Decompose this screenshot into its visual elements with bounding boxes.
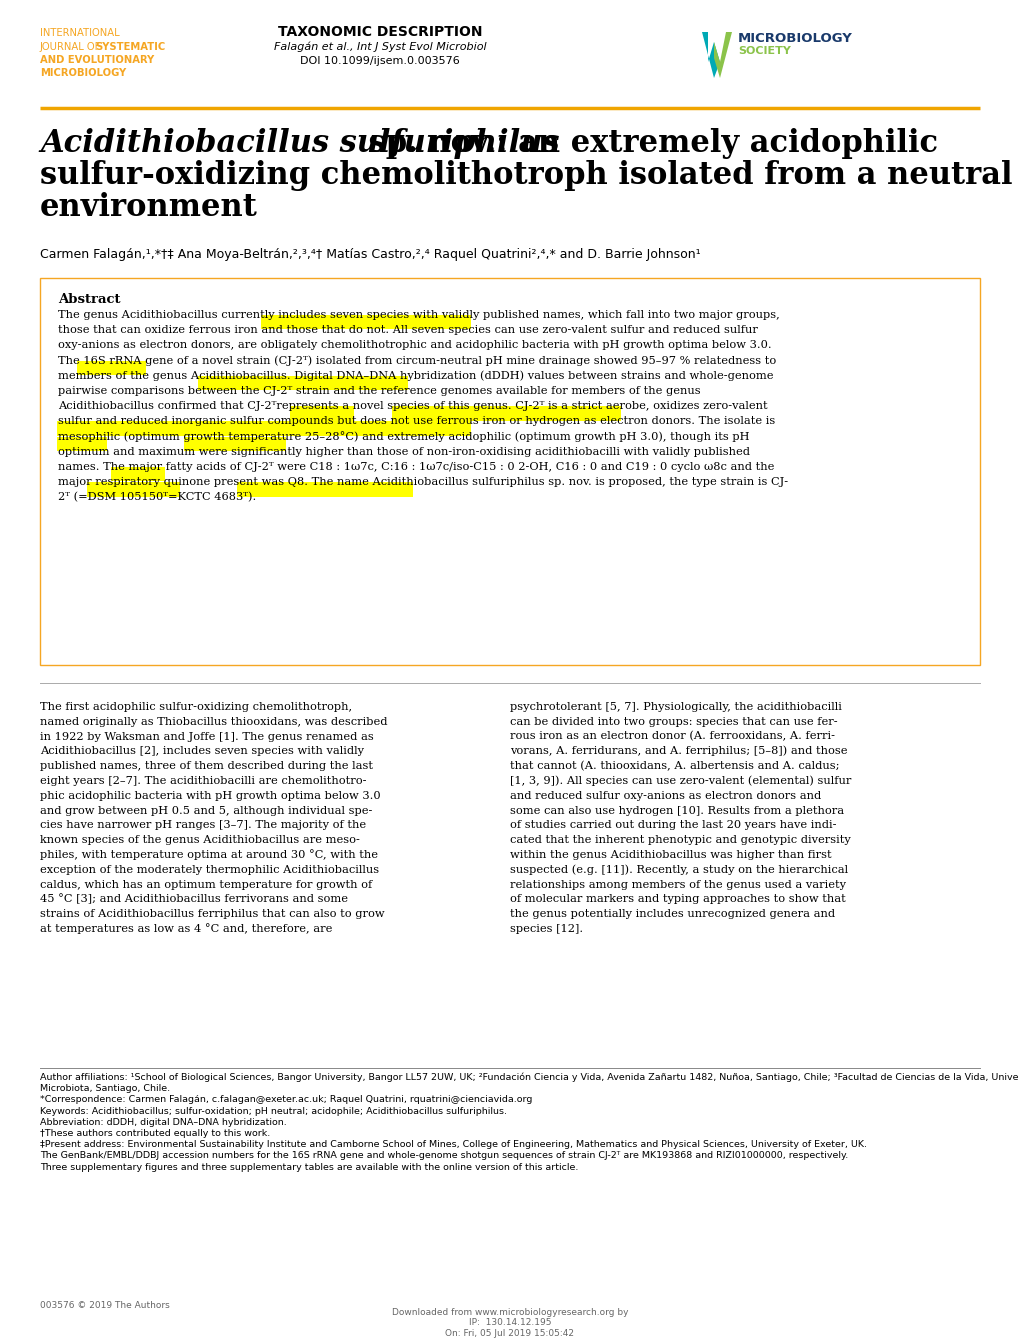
Text: Acidithiobacillus confirmed that CJ-2ᵀrepresents a novel species of this genus. : Acidithiobacillus confirmed that CJ-2ᵀre… — [58, 401, 767, 411]
Text: SOCIETY: SOCIETY — [738, 46, 790, 56]
Text: Three supplementary figures and three supplementary tables are available with th: Three supplementary figures and three su… — [40, 1163, 578, 1171]
Text: major respiratory quinone present was Q8. The name Acidithiobacillus sulfuriphil: major respiratory quinone present was Q8… — [58, 477, 788, 488]
FancyBboxPatch shape — [111, 468, 165, 481]
Text: known species of the genus Acidithiobacillus are meso-: known species of the genus Acidithiobaci… — [40, 835, 360, 846]
Text: MICROBIOLOGY: MICROBIOLOGY — [40, 68, 126, 79]
Text: names. The major fatty acids of CJ-2ᵀ were C18 : 1ω7c, C:16 : 1ω7c/iso-C15 : 0 2: names. The major fatty acids of CJ-2ᵀ we… — [58, 462, 773, 472]
Text: of studies carried out during the last 20 years have indi-: of studies carried out during the last 2… — [510, 820, 836, 831]
Text: mesophilic (optimum growth temperature 25–28°C) and extremely acidophilic (optim: mesophilic (optimum growth temperature 2… — [58, 430, 749, 442]
Text: eight years [2–7]. The acidithiobacilli are chemolithotro-: eight years [2–7]. The acidithiobacilli … — [40, 776, 366, 787]
Text: of molecular markers and typing approaches to show that: of molecular markers and typing approach… — [510, 894, 845, 905]
Text: Keywords: Acidithiobacillus; sulfur-oxidation; pH neutral; acidophile; Acidithio: Keywords: Acidithiobacillus; sulfur-oxid… — [40, 1107, 506, 1116]
Text: The genus Acidithiobacillus currently includes seven species with validly publis: The genus Acidithiobacillus currently in… — [58, 310, 779, 320]
Text: Author affiliations: ¹School of Biological Sciences, Bangor University, Bangor L: Author affiliations: ¹School of Biologic… — [40, 1072, 1019, 1081]
Text: at temperatures as low as 4 °C and, therefore, are: at temperatures as low as 4 °C and, ther… — [40, 923, 332, 934]
Text: suspected (e.g. [11]). Recently, a study on the hierarchical: suspected (e.g. [11]). Recently, a study… — [510, 864, 847, 875]
Text: cies have narrower pH ranges [3–7]. The majority of the: cies have narrower pH ranges [3–7]. The … — [40, 820, 366, 831]
Text: within the genus Acidithiobacillus was higher than first: within the genus Acidithiobacillus was h… — [510, 850, 830, 860]
Polygon shape — [701, 32, 719, 78]
FancyBboxPatch shape — [57, 422, 471, 436]
Text: Abbreviation: dDDH, digital DNA–DNA hybridization.: Abbreviation: dDDH, digital DNA–DNA hybr… — [40, 1118, 286, 1127]
Text: cated that the inherent phenotypic and genotypic diversity: cated that the inherent phenotypic and g… — [510, 835, 850, 846]
Text: in 1922 by Waksman and Joffe [1]. The genus renamed as: in 1922 by Waksman and Joffe [1]. The ge… — [40, 732, 373, 741]
Text: Downloaded from www.microbiologyresearch.org by
IP:  130.14.12.195
On: Fri, 05 J: Downloaded from www.microbiologyresearch… — [391, 1308, 628, 1337]
Text: the genus potentially includes unrecognized genera and: the genus potentially includes unrecogni… — [510, 910, 835, 919]
Polygon shape — [713, 32, 732, 78]
Text: some can also use hydrogen [10]. Results from a plethora: some can also use hydrogen [10]. Results… — [510, 805, 844, 816]
Text: named originally as Thiobacillus thiooxidans, was described: named originally as Thiobacillus thiooxi… — [40, 717, 387, 726]
Text: [1, 3, 9]). All species can use zero-valent (elemental) sulfur: [1, 3, 9]). All species can use zero-val… — [510, 776, 851, 787]
Text: sulfur-oxidizing chemolithotroph isolated from a neutral pH: sulfur-oxidizing chemolithotroph isolate… — [40, 159, 1019, 192]
Text: philes, with temperature optima at around 30 °C, with the: philes, with temperature optima at aroun… — [40, 850, 378, 860]
Text: 003576 © 2019 The Authors: 003576 © 2019 The Authors — [40, 1301, 169, 1311]
FancyBboxPatch shape — [40, 277, 979, 665]
Text: and grow between pH 0.5 and 5, although individual spe-: and grow between pH 0.5 and 5, although … — [40, 805, 372, 816]
Text: Acidithiobacillus sulfuriphilus: Acidithiobacillus sulfuriphilus — [40, 129, 559, 159]
FancyBboxPatch shape — [76, 360, 146, 375]
Text: INTERNATIONAL: INTERNATIONAL — [40, 28, 119, 38]
Text: members of the genus Acidithiobacillus. Digital DNA–DNA hybridization (dDDH) val: members of the genus Acidithiobacillus. … — [58, 370, 772, 381]
Text: can be divided into two groups: species that can use fer-: can be divided into two groups: species … — [510, 717, 837, 726]
Text: †These authors contributed equally to this work.: †These authors contributed equally to th… — [40, 1130, 270, 1138]
Text: phic acidophilic bacteria with pH growth optima below 3.0: phic acidophilic bacteria with pH growth… — [40, 791, 380, 801]
Text: AND EVOLUTIONARY: AND EVOLUTIONARY — [40, 55, 154, 66]
FancyBboxPatch shape — [87, 482, 179, 497]
FancyBboxPatch shape — [183, 437, 286, 452]
Text: oxy-anions as electron donors, are obligately chemolithotrophic and acidophilic : oxy-anions as electron donors, are oblig… — [58, 340, 770, 350]
Text: Abstract: Abstract — [58, 293, 120, 306]
Text: psychrotolerant [5, 7]. Physiologically, the acidithiobacilli: psychrotolerant [5, 7]. Physiologically,… — [510, 702, 841, 712]
Text: sulfur and reduced inorganic sulfur compounds but does not use ferrous iron or h: sulfur and reduced inorganic sulfur comp… — [58, 417, 774, 426]
Text: sp. nov.: an extremely acidophilic: sp. nov.: an extremely acidophilic — [358, 129, 937, 159]
Text: those that can oxidize ferrous iron and those that do not. All seven species can: those that can oxidize ferrous iron and … — [58, 326, 757, 335]
Text: JOURNAL OF: JOURNAL OF — [40, 42, 104, 51]
Text: M: M — [699, 29, 752, 82]
Text: rous iron as an electron donor (A. ferrooxidans, A. ferri-: rous iron as an electron donor (A. ferro… — [510, 732, 835, 741]
FancyBboxPatch shape — [236, 482, 412, 497]
Text: that cannot (A. thiooxidans, A. albertensis and A. caldus;: that cannot (A. thiooxidans, A. alberten… — [510, 761, 839, 772]
Text: DOI 10.1099/ijsem.0.003576: DOI 10.1099/ijsem.0.003576 — [300, 56, 460, 66]
Text: vorans, A. ferridurans, and A. ferriphilus; [5–8]) and those: vorans, A. ferridurans, and A. ferriphil… — [510, 746, 847, 756]
Text: exception of the moderately thermophilic Acidithiobacillus: exception of the moderately thermophilic… — [40, 864, 379, 875]
Text: The 16S rRNA gene of a novel strain (CJ-2ᵀ) isolated from circum-neutral pH mine: The 16S rRNA gene of a novel strain (CJ-… — [58, 355, 775, 366]
FancyBboxPatch shape — [290, 406, 354, 421]
FancyBboxPatch shape — [57, 437, 107, 452]
Text: TAXONOMIC DESCRIPTION: TAXONOMIC DESCRIPTION — [277, 25, 482, 39]
FancyBboxPatch shape — [261, 315, 471, 330]
Text: species [12].: species [12]. — [510, 925, 583, 934]
FancyBboxPatch shape — [391, 406, 621, 421]
Text: The first acidophilic sulfur-oxidizing chemolithotroph,: The first acidophilic sulfur-oxidizing c… — [40, 702, 352, 712]
Text: environment: environment — [40, 192, 258, 222]
Text: published names, three of them described during the last: published names, three of them described… — [40, 761, 373, 772]
Text: 2ᵀ (=DSM 105150ᵀ=KCTC 4683ᵀ).: 2ᵀ (=DSM 105150ᵀ=KCTC 4683ᵀ). — [58, 492, 256, 502]
Text: ‡Present address: Environmental Sustainability Institute and Camborne School of : ‡Present address: Environmental Sustaina… — [40, 1140, 866, 1150]
Text: MICROBIOLOGY: MICROBIOLOGY — [738, 32, 852, 46]
Text: Acidithiobacillus [2], includes seven species with validly: Acidithiobacillus [2], includes seven sp… — [40, 746, 364, 756]
Text: pairwise comparisons between the CJ-2ᵀ strain and the reference genomes availabl: pairwise comparisons between the CJ-2ᵀ s… — [58, 386, 700, 397]
Text: and reduced sulfur oxy-anions as electron donors and: and reduced sulfur oxy-anions as electro… — [510, 791, 820, 801]
Text: Microbiota, Santiago, Chile.: Microbiota, Santiago, Chile. — [40, 1084, 170, 1093]
Text: optimum and maximum were significantly higher than those of non-iron-oxidising a: optimum and maximum were significantly h… — [58, 446, 749, 457]
Text: Carmen Falagán,¹,*†‡ Ana Moya-Beltrán,²,³,⁴† Matías Castro,²,⁴ Raquel Quatrini²,: Carmen Falagán,¹,*†‡ Ana Moya-Beltrán,²,… — [40, 248, 700, 261]
Text: *Correspondence: Carmen Falagán, c.falagan@exeter.ac.uk; Raquel Quatrini, rquatr: *Correspondence: Carmen Falagán, c.falag… — [40, 1095, 532, 1104]
Text: The GenBank/EMBL/DDBJ accession numbers for the 16S rRNA gene and whole-genome s: The GenBank/EMBL/DDBJ accession numbers … — [40, 1151, 848, 1160]
FancyBboxPatch shape — [198, 375, 408, 390]
Text: strains of Acidithiobacillus ferriphilus that can also to grow: strains of Acidithiobacillus ferriphilus… — [40, 910, 384, 919]
Text: relationships among members of the genus used a variety: relationships among members of the genus… — [510, 879, 845, 890]
Text: 45 °C [3]; and Acidithiobacillus ferrivorans and some: 45 °C [3]; and Acidithiobacillus ferrivo… — [40, 894, 347, 905]
Text: caldus, which has an optimum temperature for growth of: caldus, which has an optimum temperature… — [40, 879, 372, 890]
Text: SYSTEMATIC: SYSTEMATIC — [95, 42, 165, 51]
Text: Falagán et al., Int J Syst Evol Microbiol: Falagán et al., Int J Syst Evol Microbio… — [273, 42, 486, 52]
